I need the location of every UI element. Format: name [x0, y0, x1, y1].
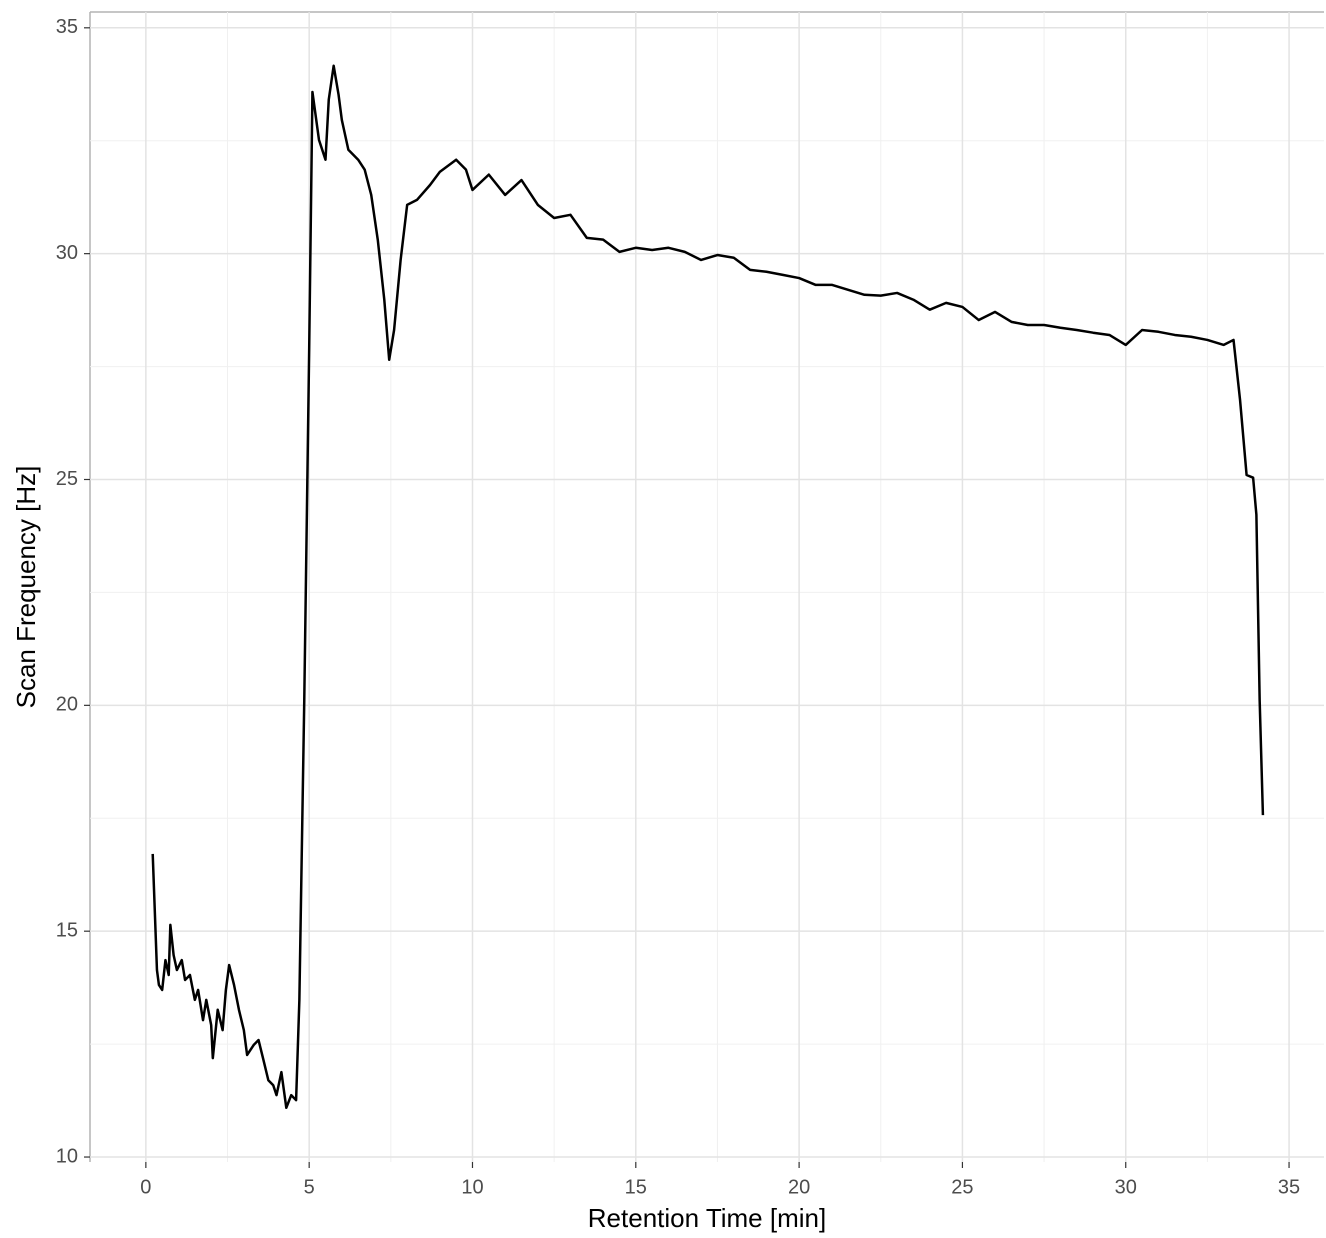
x-tick-label: 25	[951, 1176, 973, 1198]
x-tick-label: 30	[1115, 1176, 1137, 1198]
x-tick-label: 15	[625, 1176, 647, 1198]
x-tick-label: 10	[461, 1176, 483, 1198]
x-tick-label: 20	[788, 1176, 810, 1198]
y-axis-title: Scan Frequency [Hz]	[11, 466, 41, 709]
x-tick-label: 0	[140, 1176, 151, 1198]
y-tick-label: 20	[56, 694, 78, 716]
x-tick-label: 5	[304, 1176, 315, 1198]
y-tick-label: 10	[56, 1145, 78, 1167]
data-line	[151, 64, 1265, 1110]
y-tick-label: 30	[56, 242, 78, 264]
y-tick-label: 25	[56, 468, 78, 490]
y-tick-label: 15	[56, 919, 78, 941]
x-tick-label: 35	[1278, 1176, 1300, 1198]
x-axis-title: Retention Time [min]	[588, 1203, 826, 1233]
y-tick-label: 35	[56, 16, 78, 38]
